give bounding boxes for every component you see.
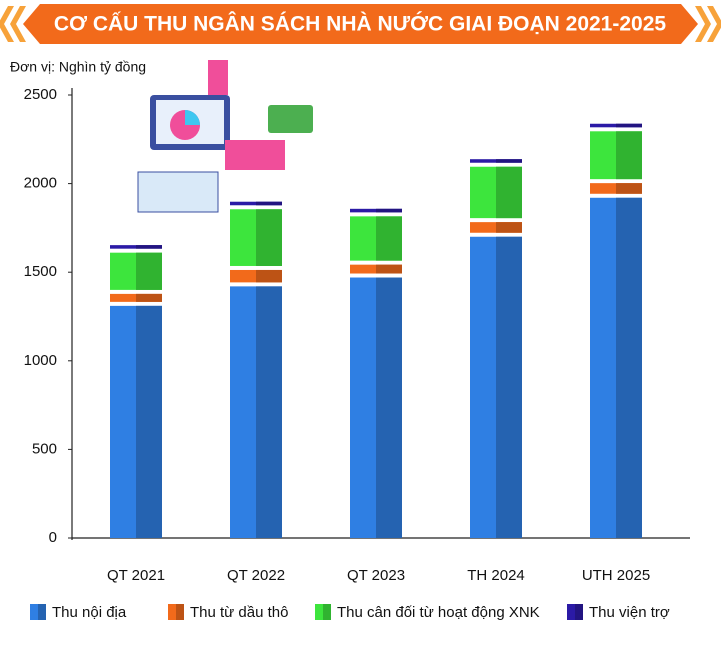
x-tick-label: QT 2022 xyxy=(227,567,285,584)
bar-shade xyxy=(616,131,642,180)
bar-shade xyxy=(376,277,402,538)
chart-title: CƠ CẤU THU NGÂN SÁCH NHÀ NƯỚC GIAI ĐOẠN … xyxy=(54,12,666,36)
y-tick-label: 1500 xyxy=(24,263,57,280)
illustration xyxy=(137,60,313,213)
bar-shade xyxy=(616,123,642,128)
bar-shade xyxy=(616,197,642,538)
x-tick-label: UTH 2025 xyxy=(582,567,650,584)
legend-label: Thu viện trợ xyxy=(589,604,670,621)
y-tick-label: 2500 xyxy=(24,86,57,103)
x-tick-label: TH 2024 xyxy=(467,567,525,584)
bar-shade xyxy=(136,293,162,302)
legend-label: Thu từ dầu thô xyxy=(190,604,288,621)
bar-shade xyxy=(496,236,522,538)
bar-shade xyxy=(136,252,162,290)
bar-shade xyxy=(496,159,522,163)
y-tick-label: 0 xyxy=(49,529,57,546)
x-tick-label: QT 2023 xyxy=(347,567,405,584)
bar-shade xyxy=(376,208,402,213)
y-tick-label: 500 xyxy=(32,440,57,457)
y-tick-label: 2000 xyxy=(24,175,57,192)
bar-shade xyxy=(256,201,282,206)
x-tick-label: QT 2021 xyxy=(107,567,165,584)
bar-shade xyxy=(496,222,522,233)
bar-shade xyxy=(136,245,162,249)
bar-shade xyxy=(256,269,282,283)
bar-shade xyxy=(616,183,642,194)
y-tick-label: 1000 xyxy=(24,352,57,369)
legend-swatch-shade xyxy=(176,604,184,620)
legend-swatch-shade xyxy=(575,604,583,620)
bar-shade xyxy=(376,264,402,274)
title-banner xyxy=(0,4,721,44)
axis-unit: Đơn vị: Nghìn tỷ đồng xyxy=(10,59,146,75)
legend-label: Thu nội địa xyxy=(52,604,127,621)
bar-shade xyxy=(256,209,282,266)
bar-shade xyxy=(496,166,522,219)
bar-shade xyxy=(256,286,282,538)
bar-shade xyxy=(136,305,162,538)
legend-swatch-shade xyxy=(323,604,331,620)
legend-swatch-shade xyxy=(38,604,46,620)
bar-shade xyxy=(376,216,402,261)
legend-label: Thu cân đối từ hoạt động XNK xyxy=(337,604,540,621)
